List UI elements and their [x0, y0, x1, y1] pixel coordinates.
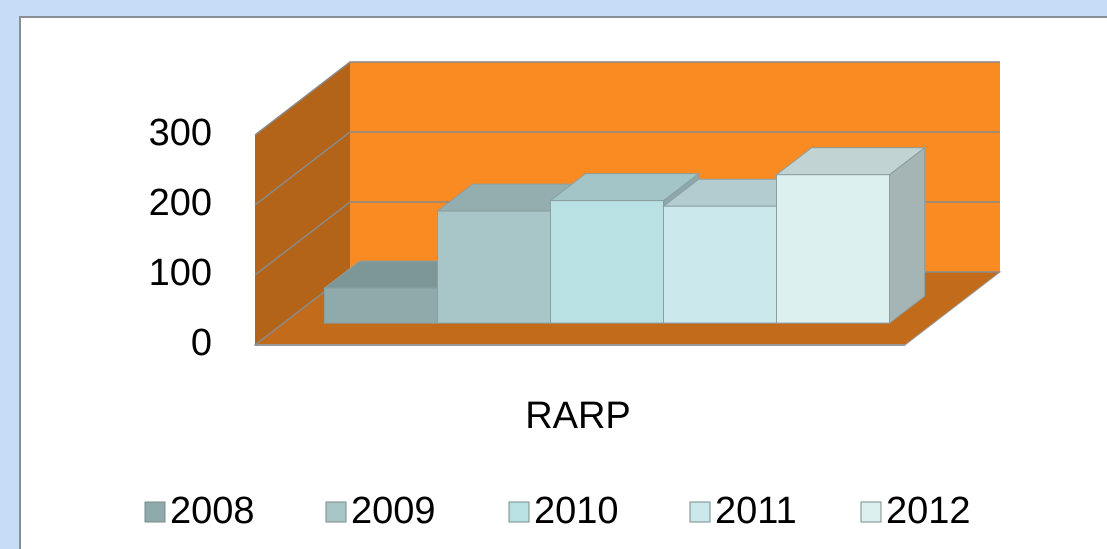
grid-line — [254, 61, 1000, 136]
legend-swatch — [144, 501, 166, 523]
bar — [776, 174, 890, 324]
grid-line — [254, 131, 1000, 206]
bar — [550, 200, 664, 324]
legend-label: 2010 — [534, 490, 619, 532]
legend-swatch — [325, 501, 347, 523]
y-tick-label: 300 — [149, 112, 212, 154]
y-tick-label: 200 — [149, 182, 212, 224]
legend-label: 2009 — [351, 490, 436, 532]
legend-label: 2008 — [170, 490, 255, 532]
legend-swatch — [860, 501, 882, 523]
legend-swatch — [508, 501, 530, 523]
legend-swatch — [689, 501, 711, 523]
side-wall — [255, 62, 350, 345]
x-tick-label: RARP — [525, 395, 631, 437]
y-tick-label: 100 — [149, 252, 212, 294]
legend-label: 2011 — [715, 490, 797, 532]
y-tick-label: 0 — [191, 322, 212, 364]
bar-side — [889, 146, 926, 325]
bar — [663, 205, 777, 324]
bar — [324, 287, 438, 324]
legend-label: 2012 — [886, 490, 971, 532]
bar — [437, 210, 551, 324]
